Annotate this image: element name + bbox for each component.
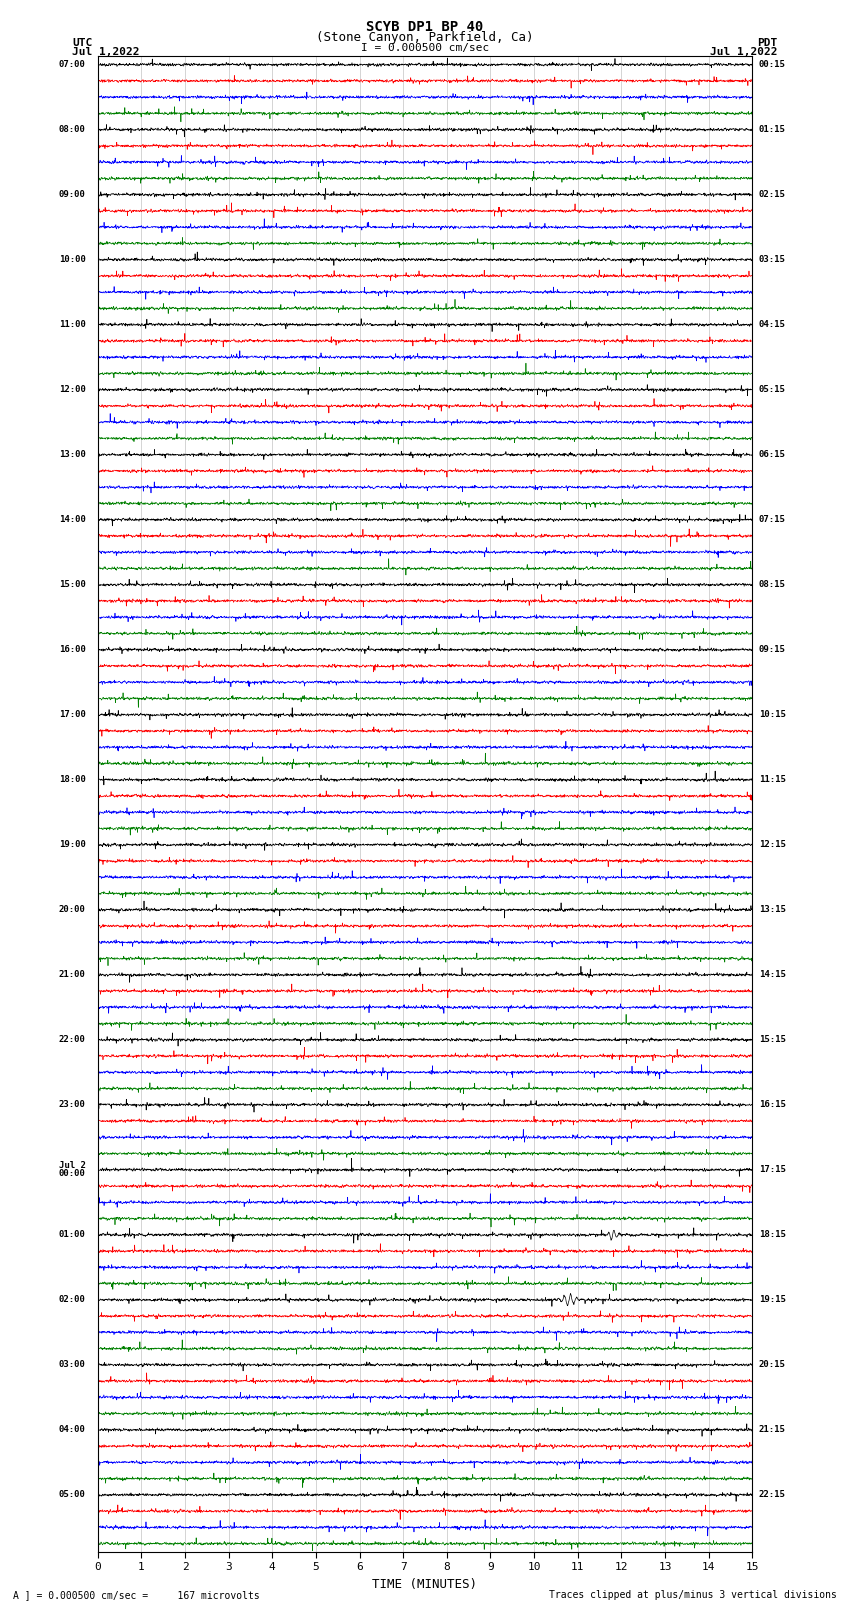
Text: PDT: PDT	[757, 37, 778, 48]
Text: 01:00: 01:00	[59, 1231, 86, 1239]
Text: 23:00: 23:00	[59, 1100, 86, 1110]
Text: 19:15: 19:15	[759, 1295, 785, 1305]
Text: 09:00: 09:00	[59, 190, 86, 198]
Text: 08:15: 08:15	[759, 581, 785, 589]
Text: 16:00: 16:00	[59, 645, 86, 655]
Text: 15:15: 15:15	[759, 1036, 785, 1044]
Text: I = 0.000500 cm/sec: I = 0.000500 cm/sec	[361, 44, 489, 53]
Text: 11:15: 11:15	[759, 776, 785, 784]
Text: UTC: UTC	[72, 37, 93, 48]
Text: 00:15: 00:15	[759, 60, 785, 69]
Text: 14:15: 14:15	[759, 971, 785, 979]
Text: 10:00: 10:00	[59, 255, 86, 265]
Text: Jul 2: Jul 2	[59, 1161, 86, 1169]
Text: 21:00: 21:00	[59, 971, 86, 979]
Text: 13:15: 13:15	[759, 905, 785, 915]
Text: 13:00: 13:00	[59, 450, 86, 460]
Text: 06:15: 06:15	[759, 450, 785, 460]
Text: 11:00: 11:00	[59, 319, 86, 329]
Text: 08:00: 08:00	[59, 126, 86, 134]
Text: 04:15: 04:15	[759, 319, 785, 329]
Text: 09:15: 09:15	[759, 645, 785, 655]
Text: 02:00: 02:00	[59, 1295, 86, 1305]
Text: 05:00: 05:00	[59, 1490, 86, 1500]
Text: 22:15: 22:15	[759, 1490, 785, 1500]
Text: Jul 1,2022: Jul 1,2022	[711, 47, 778, 56]
Text: 03:00: 03:00	[59, 1360, 86, 1369]
Text: 21:15: 21:15	[759, 1426, 785, 1434]
Text: 12:15: 12:15	[759, 840, 785, 848]
Text: 20:15: 20:15	[759, 1360, 785, 1369]
Text: 15:00: 15:00	[59, 581, 86, 589]
Text: 07:15: 07:15	[759, 515, 785, 524]
Text: 19:00: 19:00	[59, 840, 86, 848]
Text: 17:00: 17:00	[59, 710, 86, 719]
Text: Traces clipped at plus/minus 3 vertical divisions: Traces clipped at plus/minus 3 vertical …	[549, 1590, 837, 1600]
Text: 17:15: 17:15	[759, 1165, 785, 1174]
Text: 07:00: 07:00	[59, 60, 86, 69]
Text: 05:15: 05:15	[759, 386, 785, 394]
Text: A ] = 0.000500 cm/sec =     167 microvolts: A ] = 0.000500 cm/sec = 167 microvolts	[13, 1590, 259, 1600]
Text: (Stone Canyon, Parkfield, Ca): (Stone Canyon, Parkfield, Ca)	[316, 31, 534, 44]
Text: 02:15: 02:15	[759, 190, 785, 198]
Text: SCYB DP1 BP 40: SCYB DP1 BP 40	[366, 19, 484, 34]
Text: 01:15: 01:15	[759, 126, 785, 134]
Text: 22:00: 22:00	[59, 1036, 86, 1044]
X-axis label: TIME (MINUTES): TIME (MINUTES)	[372, 1578, 478, 1590]
Text: 16:15: 16:15	[759, 1100, 785, 1110]
Text: 04:00: 04:00	[59, 1426, 86, 1434]
Text: 03:15: 03:15	[759, 255, 785, 265]
Text: 18:15: 18:15	[759, 1231, 785, 1239]
Text: 10:15: 10:15	[759, 710, 785, 719]
Text: 14:00: 14:00	[59, 515, 86, 524]
Text: 20:00: 20:00	[59, 905, 86, 915]
Text: 18:00: 18:00	[59, 776, 86, 784]
Text: 00:00: 00:00	[59, 1169, 86, 1179]
Text: 12:00: 12:00	[59, 386, 86, 394]
Text: Jul 1,2022: Jul 1,2022	[72, 47, 139, 56]
